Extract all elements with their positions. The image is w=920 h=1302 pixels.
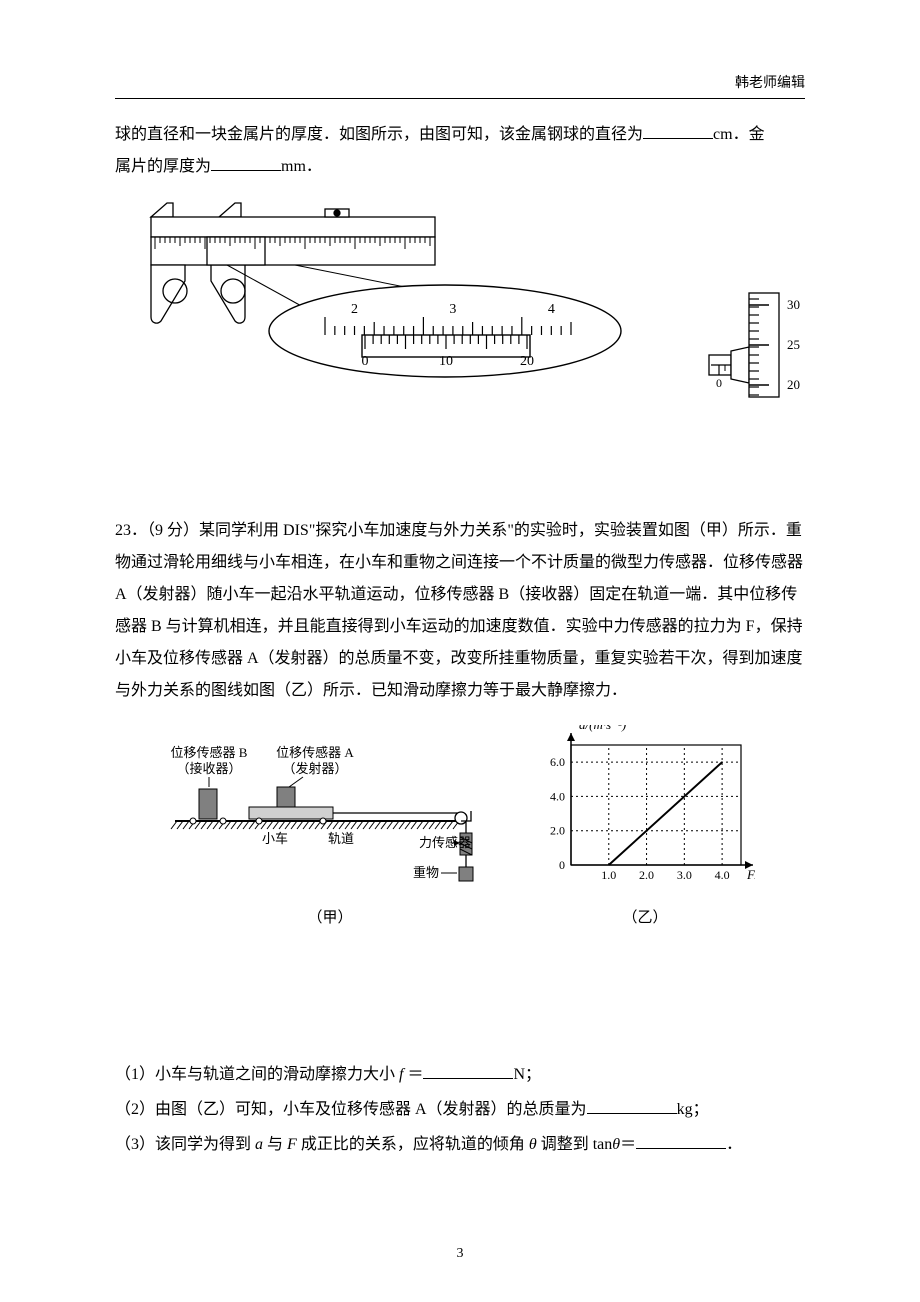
- q23-p1-pre: （1）小车与轨道之间的滑动摩擦力大小: [115, 1066, 399, 1083]
- svg-text:2.0: 2.0: [639, 868, 654, 882]
- svg-text:20: 20: [520, 354, 534, 369]
- svg-text:F/N: F/N: [746, 867, 755, 882]
- q23-p2-unit: kg；: [677, 1101, 709, 1118]
- q23-setup-caption: （甲）: [165, 906, 495, 927]
- q23-paragraph: 某同学利用 DIS"探究小车加速度与外力关系"的实验时，实验装置如图（甲）所示．…: [115, 522, 803, 699]
- svg-text:25: 25: [787, 337, 800, 352]
- q22-line1-unit: cm．金: [713, 126, 765, 143]
- svg-text:10: 10: [439, 354, 453, 369]
- q23-points: （9 分）: [147, 522, 199, 539]
- svg-text:轨道: 轨道: [328, 831, 354, 846]
- svg-text:4.0: 4.0: [550, 789, 565, 803]
- svg-text:（发射器）: （发射器）: [282, 761, 347, 776]
- q23-setup-figure: 位移传感器 B （接收器） 位移传感器 A （发射器） 小车 轨道 力传感器 重…: [165, 725, 495, 927]
- svg-text:（接收器）: （接收器）: [176, 761, 241, 776]
- header-rule: [115, 98, 805, 99]
- q23-p1-unit: N；: [513, 1066, 541, 1083]
- svg-text:0: 0: [362, 354, 369, 369]
- q23-p3-F: F: [287, 1136, 297, 1153]
- q23-p3-theta2: θ: [612, 1136, 620, 1153]
- svg-text:重物: 重物: [413, 865, 439, 880]
- svg-text:3.0: 3.0: [677, 868, 692, 882]
- svg-text:0: 0: [716, 376, 722, 390]
- svg-text:1.0: 1.0: [601, 868, 616, 882]
- q23-parts: （1）小车与轨道之间的滑动摩擦力大小 f ＝N； （2）由图（乙）可知，小车及位…: [115, 1057, 805, 1163]
- svg-text:力传感器: 力传感器: [419, 835, 471, 850]
- svg-text:2: 2: [351, 302, 358, 317]
- q23-blank-tan: [636, 1132, 726, 1150]
- svg-text:a/(m·s⁻²): a/(m·s⁻²): [579, 725, 626, 732]
- svg-text:0: 0: [559, 858, 565, 872]
- q22-blank-diameter: [643, 121, 713, 139]
- svg-text:20: 20: [787, 377, 800, 392]
- q22-line2-unit: mm．: [281, 158, 322, 175]
- q23-blank-f: [423, 1061, 513, 1079]
- page-header-editor: 韩老师编辑: [735, 72, 805, 92]
- q23-graph-caption: （乙）: [535, 906, 755, 927]
- page-number: 3: [0, 1246, 920, 1262]
- svg-text:小车: 小车: [262, 831, 288, 846]
- q23-p3-mid3: 调整到 tan: [537, 1136, 613, 1153]
- svg-text:2.0: 2.0: [550, 824, 565, 838]
- q22-blank-thickness: [211, 153, 281, 171]
- cart-block: [249, 787, 333, 824]
- q23-p2-pre: （2）由图（乙）可知，小车及位移传感器 A（发射器）的总质量为: [115, 1101, 587, 1118]
- q22-line2-prefix: 属片的厚度为: [115, 158, 211, 175]
- q23-figure-row: 位移传感器 B （接收器） 位移传感器 A （发射器） 小车 轨道 力传感器 重…: [115, 725, 805, 927]
- vernier-caliper-figure: 2 3 4 0 10 20: [115, 195, 635, 415]
- q23-p3-end: ．: [726, 1136, 742, 1153]
- svg-text:位移传感器 B: 位移传感器 B: [171, 745, 248, 760]
- q23-p3-theta: θ: [529, 1136, 537, 1153]
- q22-figure: 2 3 4 0 10 20 0 30 25 20: [115, 195, 805, 435]
- q23-graph-figure: 0 2.0 4.0 6.0 1.0 2.0 3.0 4.0 a/(m·s⁻²) F/N （乙）: [535, 725, 755, 927]
- svg-text:3: 3: [449, 302, 456, 317]
- svg-text:30: 30: [787, 297, 800, 312]
- q23-p3-a: a: [255, 1136, 263, 1153]
- q23-blank-mass: [587, 1096, 677, 1114]
- q23-text: 23．（9 分）某同学利用 DIS"探究小车加速度与外力关系"的实验时，实验装置…: [115, 515, 805, 707]
- q23-p3-mid1: 与: [263, 1136, 287, 1153]
- sensor-b-block: [190, 789, 226, 824]
- svg-text:4: 4: [548, 302, 555, 317]
- micrometer-figure: 0 30 25 20: [705, 285, 805, 405]
- svg-text:6.0: 6.0: [550, 755, 565, 769]
- svg-text:位移传感器 A: 位移传感器 A: [276, 745, 354, 760]
- svg-text:4.0: 4.0: [715, 868, 730, 882]
- q23-p3-mid2: 成正比的关系，应将轨道的倾角: [297, 1136, 529, 1153]
- q23-p3-eq: ＝: [620, 1136, 636, 1153]
- q23-number: 23．: [115, 522, 147, 539]
- q22-text: 球的直径和一块金属片的厚度．如图所示，由图可知，该金属钢球的直径为 cm．金 属片…: [115, 119, 805, 183]
- q23-p1-eq: ＝: [403, 1066, 423, 1083]
- q23-p3-pre: （3）该同学为得到: [115, 1136, 255, 1153]
- q22-line1-prefix: 球的直径和一块金属片的厚度．如图所示，由图可知，该金属钢球的直径为: [115, 126, 643, 143]
